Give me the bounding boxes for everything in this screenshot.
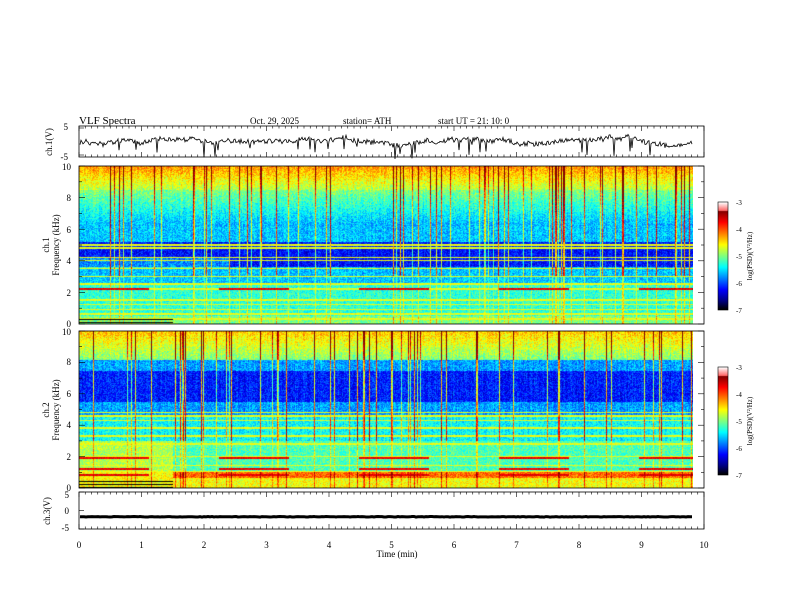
ch1-ytick-top: 5 [64,122,69,132]
ch1-spectrogram-image [79,166,693,324]
time-axis-tick-labels: 0 1 2 3 4 5 6 7 8 9 10 [77,540,709,550]
ch2-spectrogram-holder [79,331,693,488]
ch1-spec-ylabel-freq: Frequency (kHz) [51,214,61,275]
ch1-spec-ytick-0: 0 [67,319,72,329]
ch2-colorbar-frame [717,366,729,476]
figure-title: VLF Spectra [79,115,136,127]
xtick-label-10: 10 [700,540,710,550]
ch2-colorbar [718,367,728,475]
ch2-spec-ytick-6: 6 [67,389,72,399]
xtick-label-9: 9 [639,540,644,550]
xtick-label-8: 8 [577,540,582,550]
start-time-label: start UT = 21: 10: 0 [438,116,510,126]
ch1-spec-ytick-4: 4 [67,256,72,266]
ch2-spec-ytick-group [79,330,704,489]
ch1-spec-ytick-2: 2 [67,288,72,298]
time-axis-label: Time (min) [377,549,418,559]
ch1-spec-ytick-10: 10 [62,162,72,172]
ch1-colorbar-holder [718,202,728,310]
ch1-cbar-tick-3: -3 [736,199,742,207]
xtick-label-6: 6 [452,540,457,550]
ch2-spectrogram-panel: 0 2 4 6 8 10 ch.2 Frequency (kHz) -3 -4 … [41,327,754,493]
xtick-label-2: 2 [202,540,207,550]
ch2-spectrogram-image [79,331,693,488]
ch1-spec-ytick-group [79,165,704,325]
station-label: station= ATH [343,116,392,126]
ch3-ytick-group [79,491,84,530]
xtick-label-1: 1 [139,540,144,550]
ch2-cbar-tick-7: -7 [736,472,742,480]
ch2-cbar-tick-5: -5 [736,418,742,426]
ch2-spec-ylabel-freq: Frequency (kHz) [51,379,61,440]
ch1-ylabel: ch.1(V) [44,128,54,156]
xtick-label-5: 5 [389,540,394,550]
ch1-cbar-tick-6: -6 [736,280,742,288]
xtick-label-0: 0 [77,540,82,550]
ch2-cbar-tick-6: -6 [736,445,742,453]
ch1-spec-ytick-6: 6 [67,225,72,235]
ch1-cbar-tick-7: -7 [736,307,742,315]
ch1-spectrogram-panel: 0 2 4 6 8 10 ch.1 Frequency (kHz) -3 -4 … [41,162,754,329]
ch2-spec-ylabel-channel: ch.2 [41,402,51,417]
ch2-cbar-label: log(PSD)(V²/Hz) [746,396,754,445]
ch2-cbar-tick-3: -3 [736,364,742,372]
xtick-label-7: 7 [514,540,519,550]
ch1-cbar-label: log(PSD)(V²/Hz) [746,231,754,280]
ch2-spec-ytick-8: 8 [67,357,72,367]
ch1-cbar-tick-5: -5 [736,253,742,261]
ch3-ytick-bottom: -5 [62,523,70,533]
date-label: Oct. 29, 2025 [250,116,299,126]
ch1-ytick-group [79,127,84,156]
ch2-spec-ytick-2: 2 [67,452,72,462]
ch1-colorbar-frame [717,201,729,311]
ch2-cbar-tick-4: -4 [736,391,742,399]
ch3-frame [78,491,705,530]
ch3-ylabel: ch.3(V) [42,497,52,525]
xtick-label-4: 4 [327,540,332,550]
ch2-spec-ytick-4: 4 [67,420,72,430]
ch1-colorbar [718,202,728,310]
ch3-trace [79,514,692,519]
ch1-spec-ytick-8: 8 [67,193,72,203]
ch1-spec-ylabel-channel: ch.1 [41,237,51,252]
ch1-waveform-panel: 5 -5 ch.1(V) [44,122,705,162]
ch2-colorbar-holder [718,367,728,475]
xtick-label-3: 3 [264,540,269,550]
ch1-trace [79,133,693,160]
time-axis-ticks [78,126,705,529]
ch3-ytick-mid: 0 [65,506,70,516]
ch2-spec-ytick-0: 0 [67,483,72,493]
ch3-ytick-top: 5 [65,490,70,500]
ch3-waveform-panel: 5 0 -5 ch.3(V) 0 1 2 3 4 5 6 7 8 9 10 Time (min) [42,126,709,559]
ch1-ytick-bottom: -5 [61,152,69,162]
ch1-spectrogram-holder [79,166,693,324]
ch1-cbar-tick-4: -4 [736,226,742,234]
ch2-spec-ytick-10: 10 [62,327,72,337]
